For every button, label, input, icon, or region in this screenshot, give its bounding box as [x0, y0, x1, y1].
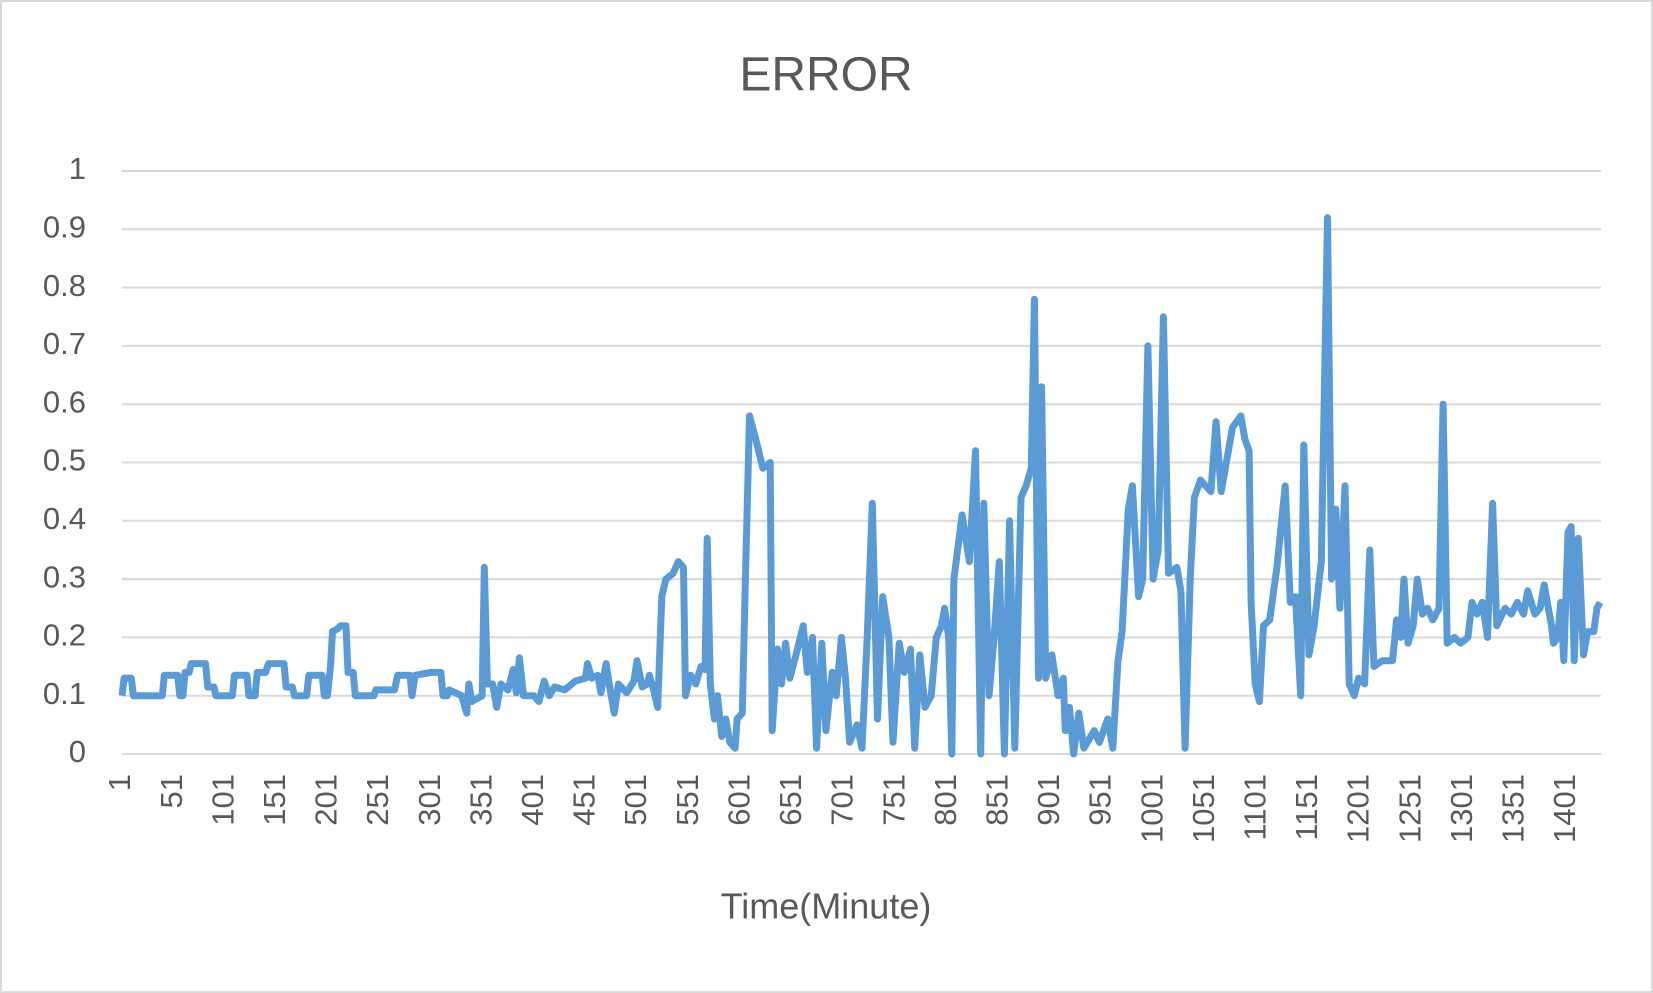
x-tick-label: 151 [257, 774, 292, 826]
y-tick-label: 0.7 [43, 326, 86, 361]
x-tick-label: 1051 [1186, 774, 1221, 843]
y-tick-label: 1 [69, 151, 86, 186]
x-tick-label: 251 [360, 774, 395, 826]
x-tick-label: 1301 [1444, 774, 1479, 843]
x-tick-label: 1351 [1496, 774, 1531, 843]
y-tick-label: 0.3 [43, 559, 86, 594]
y-tick-label: 0.8 [43, 268, 86, 303]
x-tick-label: 1151 [1289, 774, 1324, 841]
x-tick-label: 1101 [1237, 774, 1272, 841]
x-tick-label: 901 [1031, 774, 1066, 826]
y-tick-label: 0.1 [43, 676, 86, 711]
x-tick-label: 101 [205, 774, 240, 826]
chart-title: ERROR [739, 49, 912, 102]
x-tick-label: 851 [979, 774, 1014, 826]
x-tick-label: 351 [463, 774, 498, 826]
x-tick-label: 201 [309, 774, 344, 826]
y-tick-label: 0 [69, 734, 86, 769]
data-line [118, 214, 1604, 758]
x-tick-label: 301 [412, 774, 447, 826]
x-tick-label: 1 [102, 774, 137, 791]
x-tick-label: 751 [876, 774, 911, 826]
y-tick-label: 0.2 [43, 618, 86, 653]
x-tick-label: 451 [567, 774, 602, 826]
x-tick-label: 1201 [1341, 774, 1376, 843]
x-tick-label: 1251 [1392, 774, 1427, 843]
x-tick-label: 601 [721, 774, 756, 826]
x-tick-label: 1001 [1134, 774, 1169, 843]
x-tick-label: 401 [515, 774, 550, 826]
x-axis-title: Time(Minute) [721, 886, 932, 927]
y-tick-label: 0.9 [43, 209, 86, 244]
y-tick-label: 0.4 [43, 501, 86, 536]
x-tick-label: 1401 [1547, 774, 1582, 843]
x-tick-label: 501 [618, 774, 653, 826]
x-tick-label: 951 [1083, 774, 1118, 826]
x-tick-label: 701 [825, 774, 860, 826]
y-tick-label: 0.6 [43, 384, 86, 419]
x-tick-label: 51 [154, 774, 189, 808]
y-tick-label: 0.5 [43, 443, 86, 478]
x-tick-label: 551 [670, 774, 705, 826]
x-tick-label: 801 [928, 774, 963, 826]
x-tick-label: 651 [773, 774, 808, 826]
